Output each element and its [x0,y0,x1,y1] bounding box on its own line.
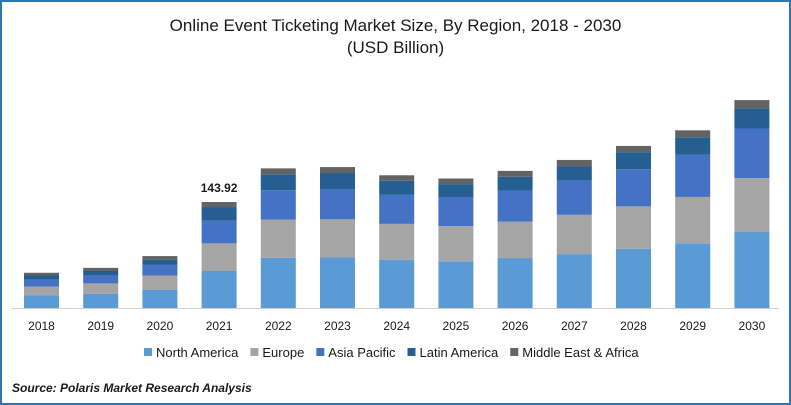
x-tick-label: 2023 [324,319,351,333]
bar-latin-america-2020 [142,259,178,265]
bar-north-america-2023 [320,257,355,308]
bar-north-america-2030 [734,232,770,308]
bar-middle-east-africa-2022 [260,168,296,175]
bar-europe-2026 [497,221,533,259]
chart-subtitle: (USD Billion) [346,38,445,57]
bar-asia-pacific-2030 [734,128,770,179]
x-tick-label: 2019 [87,319,114,333]
bar-europe-2024 [379,223,415,260]
bar-asia-pacific-2026 [497,190,533,222]
bar-latin-america-2025 [438,184,474,198]
bar-latin-america-2028 [616,152,651,170]
bar-europe-2027 [556,214,592,255]
legend-label-europe: Europe [262,345,304,360]
bar-middle-east-africa-2023 [320,167,355,174]
bar-europe-2023 [320,219,355,258]
bar-middle-east-africa-2029 [675,130,711,138]
x-tick-label: 2020 [147,319,174,333]
bar-north-america-2020 [142,289,178,308]
legend-label-asia-pacific: Asia Pacific [328,345,396,360]
bar-europe-2022 [260,219,296,258]
x-tick-label: 2026 [502,319,529,333]
legend-label-latin-america: Latin America [420,345,500,360]
bar-europe-2018 [24,286,59,296]
bar-middle-east-africa-2019 [83,267,119,272]
x-tick-label: 2029 [679,319,706,333]
bar-middle-east-africa-2025 [438,178,474,185]
legend-swatch-middle-east-africa [510,348,519,356]
x-tick-label: 2025 [443,319,470,333]
chart-title: Online Event Ticketing Market Size, By R… [169,16,622,35]
bar-asia-pacific-2024 [379,194,415,224]
bar-latin-america-2026 [497,176,533,191]
bar-latin-america-2022 [260,174,296,191]
data-label-2021: 143.92 [201,181,238,195]
bar-europe-2025 [438,226,474,262]
bar-asia-pacific-2027 [556,180,592,215]
x-tick-label: 2024 [383,319,410,333]
x-tick-label: 2021 [206,319,233,333]
legend-label-middle-east-africa: Middle East & Africa [522,345,639,360]
bar-north-america-2022 [260,257,296,308]
bar-middle-east-africa-2028 [616,145,651,153]
bar-europe-2029 [675,196,711,244]
bar-north-america-2029 [675,243,711,308]
bar-latin-america-2027 [556,166,592,181]
x-tick-label: 2027 [561,319,588,333]
bar-middle-east-africa-2020 [142,256,178,260]
bar-asia-pacific-2022 [260,190,296,220]
bar-asia-pacific-2020 [142,264,178,276]
legend-swatch-europe [250,348,259,356]
bar-north-america-2019 [83,293,119,308]
bar-middle-east-africa-2030 [734,100,770,109]
bar-middle-east-africa-2026 [497,170,533,177]
bar-asia-pacific-2019 [83,275,119,284]
bar-latin-america-2021 [201,207,237,221]
bar-north-america-2021 [201,271,237,308]
legend-swatch-asia-pacific [316,348,325,356]
bar-middle-east-africa-2021 [201,202,237,208]
bar-europe-2021 [201,243,237,272]
x-tick-label: 2028 [620,319,647,333]
bar-asia-pacific-2025 [438,197,474,227]
bar-latin-america-2019 [83,271,119,276]
bar-europe-2020 [142,275,178,290]
bar-middle-east-africa-2018 [24,272,59,276]
bar-asia-pacific-2028 [616,169,651,207]
bar-asia-pacific-2021 [201,220,237,244]
legend: North America Europe Asia Pacific Latin Ame… [144,345,639,360]
bar-asia-pacific-2029 [675,154,711,197]
bar-latin-america-2024 [379,180,415,195]
x-tick-label: 2018 [28,319,55,333]
bar-europe-2019 [83,283,119,294]
source-note: Source: Polaris Market Research Analysis [12,381,252,395]
bar-middle-east-africa-2027 [556,159,592,167]
bar-north-america-2018 [24,295,59,308]
bar-north-america-2028 [616,248,651,308]
bar-latin-america-2030 [734,108,770,129]
bar-middle-east-africa-2024 [379,175,415,181]
bar-north-america-2026 [497,258,533,308]
bar-europe-2030 [734,178,770,233]
bar-latin-america-2018 [24,275,59,280]
bar-latin-america-2023 [320,173,355,190]
bar-asia-pacific-2023 [320,189,355,220]
x-tick-label: 2022 [265,319,292,333]
bar-north-america-2024 [379,259,415,308]
bar-latin-america-2029 [675,137,711,155]
legend-label-north-america: North America [156,345,239,360]
bar-asia-pacific-2018 [24,279,59,287]
legend-swatch-latin-america [407,348,416,356]
legend-swatch-north-america [144,348,152,356]
bar-north-america-2027 [556,254,592,308]
bar-europe-2028 [616,206,651,249]
bar-north-america-2025 [438,261,474,308]
x-tick-label: 2030 [739,319,766,333]
